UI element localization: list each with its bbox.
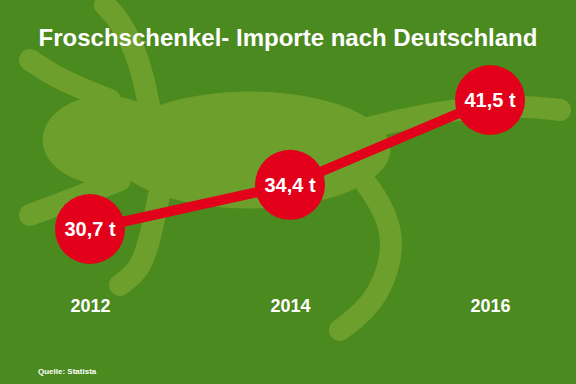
source: Quelle: Statista — [38, 367, 97, 376]
data-label: 30,7 t — [64, 218, 115, 240]
data-label: 34,4 t — [264, 174, 315, 196]
x-axis: 2012 2014 2016 — [70, 296, 510, 316]
x-tick-label: 2016 — [470, 296, 510, 316]
x-tick: 2016 — [470, 296, 510, 316]
chart: Froschschenkel- Importe nach Deutschland… — [0, 0, 576, 384]
line — [90, 100, 490, 229]
x-tick: 2014 — [270, 296, 310, 316]
data-labels: 30,7 t 34,4 t 41,5 t — [64, 89, 515, 240]
x-tick: 2012 — [70, 296, 110, 316]
frog-silhouette — [30, 5, 560, 330]
data-label: 41,5 t — [464, 89, 515, 111]
background — [0, 0, 576, 384]
frog-limb — [30, 60, 110, 100]
point — [55, 194, 125, 264]
x-tick-label: 2014 — [270, 296, 310, 316]
frog-limb — [340, 175, 391, 330]
plot-area — [55, 65, 525, 264]
x-tick-label: 2012 — [70, 296, 110, 316]
frog-limb — [120, 190, 160, 285]
point — [255, 150, 325, 220]
title: Froschschenkel- Importe nach Deutschland — [39, 24, 538, 51]
point — [455, 65, 525, 135]
